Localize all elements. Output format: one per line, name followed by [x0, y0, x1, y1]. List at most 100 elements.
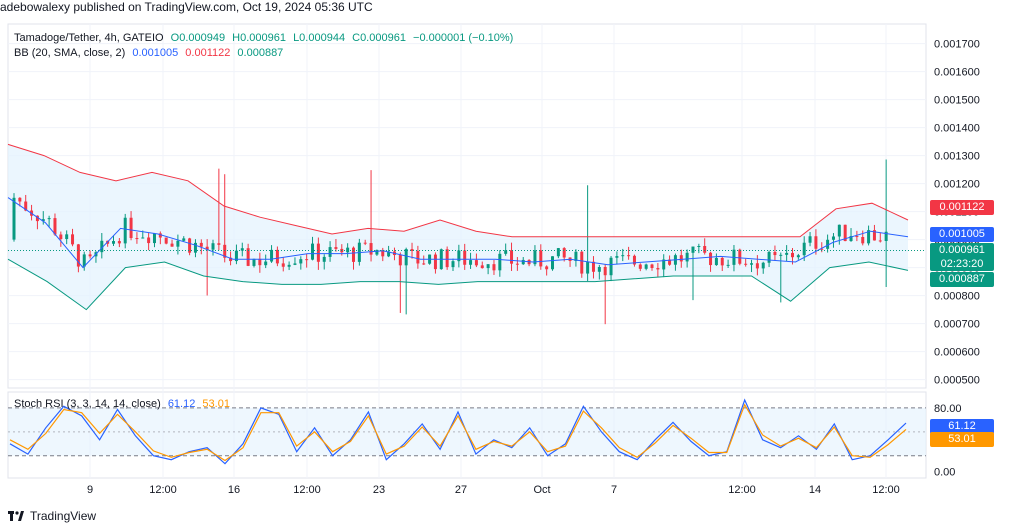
candle-body	[474, 260, 478, 266]
candle-body	[422, 263, 426, 265]
stoch-d-value: 53.01	[202, 398, 230, 410]
candle-body	[603, 267, 607, 276]
stoch-title[interactable]: Stoch RSI (3, 3, 14, 14, close)	[14, 398, 161, 410]
candle-body	[416, 251, 420, 264]
candle-body	[217, 243, 221, 245]
bb-upper-line	[7, 143, 909, 238]
candle-body	[311, 243, 315, 260]
candle-body	[252, 258, 256, 266]
candle-body	[299, 259, 303, 264]
y-tick-label: 0.001700	[934, 39, 980, 51]
candle-body	[305, 259, 309, 261]
bb-band-fill	[8, 144, 908, 310]
candle-body	[398, 255, 402, 266]
stoch-k-value: 61.12	[167, 398, 196, 410]
symbol-legend: Tamadoge/Tether, 4h, GATEIO O0.000949 H0…	[14, 32, 517, 44]
price-tag-bb-upper: 0.001122	[930, 200, 994, 215]
candle-body	[720, 257, 724, 266]
candle-body	[480, 265, 484, 269]
y-tick-label: 0.001400	[934, 123, 980, 135]
tradingview-logo-icon	[8, 511, 24, 521]
x-tick-label: 23	[373, 484, 385, 496]
tradingview-footer[interactable]: TradingView	[8, 509, 96, 523]
candle-body	[486, 264, 490, 269]
candle-body	[492, 264, 496, 271]
x-tick-label: 12:00	[728, 484, 756, 496]
candle-body	[270, 249, 274, 262]
candle-body	[258, 258, 262, 266]
ohlc-change: −0.000001 (−0.10%)	[413, 32, 514, 44]
x-tick-label: 12:00	[872, 484, 900, 496]
candle-body	[773, 251, 777, 256]
candle-body	[761, 262, 765, 269]
candle-body	[597, 267, 601, 272]
y-tick-label: 0.000800	[934, 291, 980, 303]
candle-body	[750, 263, 754, 265]
candle-body	[316, 243, 320, 262]
stoch-d-line	[9, 403, 907, 462]
bar-countdown: 02:23:20	[940, 258, 984, 270]
candle-body	[328, 247, 332, 257]
candle-body	[158, 233, 162, 238]
candle-body	[726, 264, 730, 266]
stoch-y-tick-label: 0.00	[934, 467, 955, 479]
candle-body	[100, 240, 104, 253]
candle-body	[632, 255, 636, 265]
candle-body	[188, 238, 192, 253]
candle-body	[229, 257, 233, 262]
ohlc-close: C0.000961	[352, 32, 406, 44]
candle-body	[123, 217, 127, 244]
bb-lower-line	[7, 258, 909, 311]
candle-body	[802, 242, 806, 256]
y-tick-label: 0.000500	[934, 375, 980, 387]
candle-body	[65, 234, 69, 240]
y-tick-label: 0.001600	[934, 67, 980, 79]
candle-body	[796, 255, 800, 258]
candle-body	[246, 248, 250, 266]
publisher-line: adebowalexy published on TradingView.com…	[0, 0, 373, 14]
candle-body	[785, 252, 789, 255]
candle-body	[738, 249, 742, 264]
price-tag-bb-basis: 0.001005	[930, 227, 994, 242]
candle-body	[814, 236, 818, 249]
x-tick-label: 12:00	[293, 484, 321, 496]
candle-body	[884, 231, 888, 242]
candle-body	[609, 257, 613, 276]
candle-body	[410, 249, 414, 252]
candle-body	[193, 242, 197, 253]
candle-body	[152, 233, 156, 244]
stoch-k-line	[9, 398, 907, 465]
candle-body	[451, 261, 455, 268]
candle-body	[668, 259, 672, 265]
candle-body	[627, 255, 631, 257]
candle-body	[656, 268, 660, 270]
y-tick-label: 0.001500	[934, 95, 980, 107]
x-tick-label: 16	[228, 484, 240, 496]
candle-body	[369, 243, 373, 255]
ohlc-low: L0.000944	[293, 32, 346, 44]
candle-body	[685, 252, 689, 262]
candle-body	[755, 263, 759, 269]
candle-body	[47, 218, 51, 220]
candle-body	[334, 247, 338, 249]
candle-body	[533, 250, 537, 265]
candle-body	[59, 234, 63, 240]
candle-body	[287, 264, 291, 267]
stoch-legend: Stoch RSI (3, 3, 14, 14, close) 61.12 53…	[14, 398, 234, 410]
candle-body	[591, 261, 595, 272]
symbol-title[interactable]: Tamadoge/Tether, 4h, GATEIO	[14, 32, 164, 44]
candle-body	[855, 236, 859, 238]
x-tick-label: 27	[455, 484, 467, 496]
bb-title[interactable]: BB (20, SMA, close, 2)	[14, 47, 126, 59]
y-tick-label: 0.001200	[934, 179, 980, 191]
candle-body	[498, 253, 502, 271]
candle-body	[117, 241, 121, 244]
candle-body	[545, 266, 549, 270]
bb-basis-line	[7, 197, 909, 269]
candle-body	[53, 218, 57, 235]
candle-body	[223, 244, 227, 258]
y-tick-label: 0.000600	[934, 347, 980, 359]
candle-body	[697, 245, 701, 247]
candle-body	[510, 250, 514, 264]
